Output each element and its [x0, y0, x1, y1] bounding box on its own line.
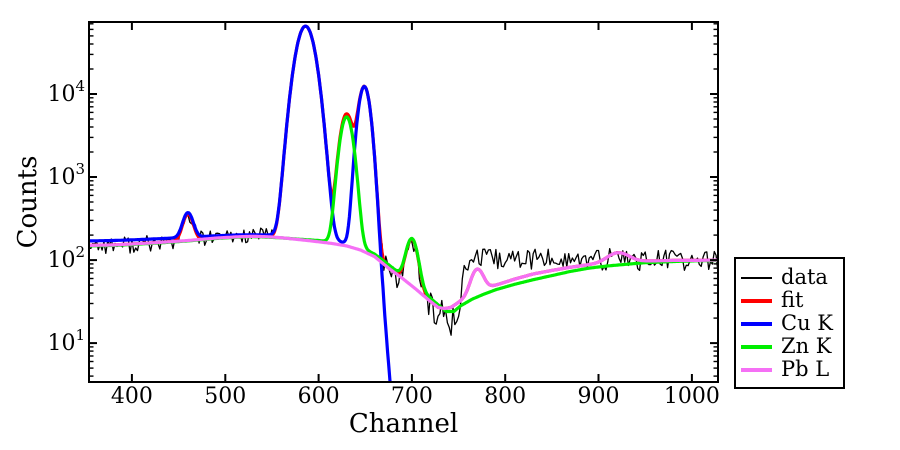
x-tick-label-700: 700	[391, 384, 433, 409]
series-group	[89, 24, 718, 382]
legend-label-fit: fit	[781, 288, 804, 312]
legend-swatch-cu-k	[741, 321, 772, 326]
axis-tick-labels: 400 500 600 700 800 900 1000 101 102 103 104	[47, 77, 719, 409]
legend-label-data: data	[781, 265, 828, 289]
series-pb-l	[89, 234, 718, 311]
legend-label-cu-k: Cu K	[781, 311, 833, 335]
plot-frame	[88, 21, 719, 383]
series-cu-k	[89, 24, 392, 382]
legend-swatch-data	[741, 276, 772, 279]
y-tick-label-1e3: 103	[47, 160, 85, 190]
x-tick-label-600: 600	[298, 384, 340, 409]
y-tick-label-1e2: 102	[47, 243, 85, 273]
legend: data fit Cu K Zn K Pb L	[734, 257, 845, 389]
x-axis-label: Channel	[349, 409, 458, 439]
y-axis-label: Counts	[13, 156, 43, 249]
legend-swatch-pb-l	[741, 367, 772, 372]
legend-item-pb-l: Pb L	[741, 358, 843, 381]
x-tick-label-400: 400	[111, 384, 153, 409]
legend-label-pb-l: Pb L	[781, 357, 830, 381]
x-tick-label-900: 900	[578, 384, 620, 409]
x-tick-label-1000: 1000	[664, 384, 720, 409]
legend-swatch-fit	[741, 298, 772, 303]
legend-item-data: data	[741, 266, 843, 289]
y-tick-label-1e1: 101	[47, 326, 85, 356]
legend-item-cu-k: Cu K	[741, 312, 843, 335]
y-tick-label-1e4: 104	[47, 77, 85, 107]
x-tick-label-800: 800	[484, 384, 526, 409]
plot-area	[89, 22, 718, 382]
legend-swatch-zn-k	[741, 344, 772, 349]
legend-label-zn-k: Zn K	[781, 334, 832, 358]
legend-item-zn-k: Zn K	[741, 335, 843, 358]
x-tick-label-500: 500	[204, 384, 246, 409]
legend-item-fit: fit	[741, 289, 843, 312]
